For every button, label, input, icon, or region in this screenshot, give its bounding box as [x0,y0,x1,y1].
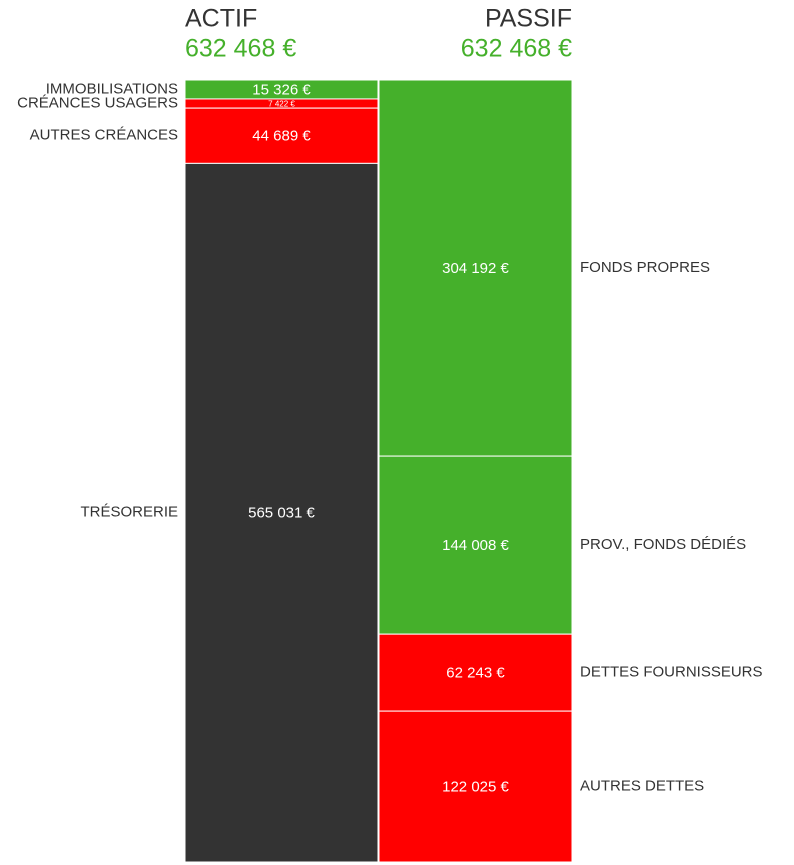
category-label: PROV., FONDS DÉDIÉS [580,536,746,553]
value-label: 304 192 € [442,260,509,277]
category-label: FONDS PROPRES [580,259,710,276]
column-total: 632 468 € [461,35,572,63]
bar-segment [378,455,573,635]
category-label: AUTRES DETTES [580,778,704,795]
bar-segment [184,107,379,164]
category-label: DETTES FOURNISSEURS [580,664,763,681]
column-title: ACTIF [185,5,257,33]
value-label: 44 689 € [252,128,311,145]
category-label: CRÉANCES USAGERS [17,95,178,112]
column-total: 632 468 € [185,35,296,63]
category-label: AUTRES CRÉANCES [30,127,178,144]
bar-segment [378,710,573,863]
bar-segment [184,162,379,863]
bar-segment [378,79,573,457]
bar-segment [378,633,573,712]
category-label: TRÉSORERIE [80,504,178,521]
value-label: 144 008 € [442,537,509,554]
value-label: 565 031 € [248,505,315,522]
category-label: IMMOBILISATIONS [46,80,178,97]
column-title: PASSIF [485,5,572,33]
value-label: 62 243 € [446,665,505,682]
value-label: 122 025 € [442,779,509,796]
value-label: 15 326 € [252,81,311,98]
value-label: 7 422 € [268,100,295,109]
